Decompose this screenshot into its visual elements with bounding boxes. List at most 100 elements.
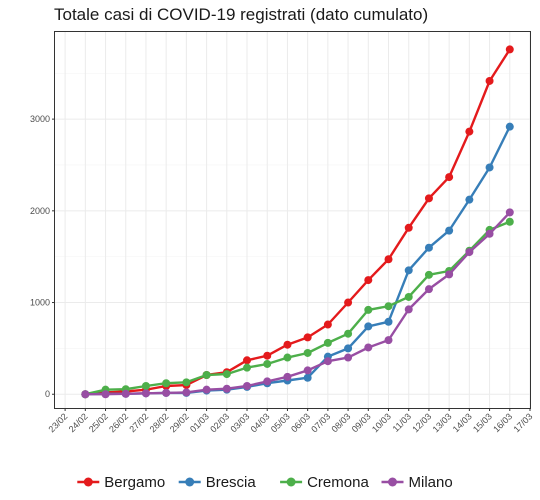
- x-tick-label: 13/03: [431, 411, 454, 434]
- data-point-cremona: [424, 270, 433, 279]
- data-point-milano: [121, 389, 130, 398]
- data-point-brescia: [485, 163, 494, 172]
- data-point-cremona: [303, 348, 312, 357]
- data-point-milano: [222, 384, 231, 393]
- legend-label-bergamo: Bergamo: [104, 474, 165, 491]
- data-point-bergamo: [263, 351, 272, 360]
- data-point-milano: [505, 208, 514, 217]
- x-tick-label: 14/03: [451, 411, 474, 434]
- data-point-milano: [303, 366, 312, 375]
- x-tick-label: 04/03: [249, 411, 272, 434]
- data-point-bergamo: [445, 173, 454, 182]
- data-point-bergamo: [404, 223, 413, 232]
- data-point-milano: [182, 388, 191, 397]
- data-point-brescia: [384, 317, 393, 326]
- data-point-bergamo: [384, 255, 393, 264]
- data-point-milano: [323, 357, 332, 366]
- data-point-milano: [465, 248, 474, 257]
- x-tick-label: 12/03: [410, 411, 433, 434]
- x-tick-label: 15/03: [471, 411, 494, 434]
- data-point-bergamo: [243, 356, 252, 365]
- data-point-brescia: [344, 344, 353, 353]
- x-tick-label: 28/02: [148, 411, 171, 434]
- legend-label-milano: Milano: [409, 474, 453, 491]
- data-point-cremona: [222, 370, 231, 379]
- data-point-cremona: [202, 370, 211, 379]
- data-point-cremona: [182, 378, 191, 387]
- x-tick-label: 05/03: [269, 411, 292, 434]
- x-tick-label: 01/03: [188, 411, 211, 434]
- data-point-milano: [445, 270, 454, 279]
- data-point-milano: [384, 336, 393, 345]
- data-point-cremona: [384, 302, 393, 311]
- x-tick-label: 06/03: [289, 411, 312, 434]
- x-tick-label: 07/03: [309, 411, 332, 434]
- data-point-milano: [364, 343, 373, 352]
- x-tick-label: 11/03: [391, 411, 414, 434]
- x-tick-label: 09/03: [350, 411, 373, 434]
- legend-item-bergamo: Bergamo: [77, 474, 165, 491]
- data-point-cremona: [141, 381, 150, 390]
- data-point-milano: [404, 305, 413, 314]
- legend-key-point-bergamo: [83, 477, 93, 487]
- legend-key-point-brescia: [185, 477, 195, 487]
- legend-item-milano: Milano: [381, 474, 453, 491]
- legend-item-cremona: Cremona: [280, 474, 369, 491]
- chart-title: Totale casi di COVID-19 registrati (dato…: [54, 5, 428, 24]
- data-point-milano: [485, 229, 494, 238]
- data-point-brescia: [424, 243, 433, 252]
- y-tick-label: 3000: [30, 114, 50, 124]
- data-point-cremona: [263, 359, 272, 368]
- data-point-cremona: [323, 338, 332, 347]
- series-milano: [81, 208, 514, 399]
- y-tick-label: 1000: [30, 298, 50, 308]
- series-line-brescia: [85, 126, 511, 396]
- x-tick-label: 02/03: [208, 411, 231, 434]
- plot-panel-border: [54, 31, 531, 409]
- x-tick-label: 10/03: [370, 411, 393, 434]
- data-point-cremona: [162, 379, 171, 388]
- data-point-cremona: [505, 217, 514, 226]
- x-tick-label: 03/03: [228, 411, 251, 434]
- data-point-bergamo: [303, 333, 312, 342]
- data-point-brescia: [445, 226, 454, 235]
- legend-key-point-cremona: [286, 477, 296, 487]
- data-point-bergamo: [424, 194, 433, 203]
- data-point-milano: [344, 353, 353, 362]
- data-point-milano: [243, 381, 252, 390]
- y-tick-label: 2000: [30, 206, 50, 216]
- legend-label-brescia: Brescia: [206, 474, 257, 491]
- data-point-cremona: [364, 305, 373, 314]
- legend: Bergamo Brescia Cremona Milano: [77, 474, 453, 491]
- data-point-milano: [81, 390, 90, 399]
- data-point-bergamo: [485, 76, 494, 85]
- series-line-milano: [85, 211, 511, 396]
- data-point-milano: [162, 388, 171, 397]
- data-point-brescia: [505, 122, 514, 131]
- x-tick-label: 23/02: [47, 411, 70, 434]
- data-point-bergamo: [364, 276, 373, 285]
- data-point-milano: [202, 385, 211, 394]
- data-point-cremona: [404, 292, 413, 301]
- x-tick-label: 24/02: [67, 411, 90, 434]
- data-point-cremona: [283, 353, 292, 362]
- series-line-bergamo: [85, 48, 511, 396]
- x-tick-label: 27/02: [127, 411, 150, 434]
- x-tick-label: 08/03: [329, 411, 352, 434]
- data-point-milano: [141, 389, 150, 398]
- data-point-brescia: [364, 322, 373, 331]
- x-tick-label: 26/02: [107, 411, 130, 434]
- data-point-milano: [283, 372, 292, 381]
- data-point-brescia: [404, 266, 413, 275]
- legend-key-point-milano: [388, 477, 397, 487]
- data-point-cremona: [243, 363, 252, 372]
- series-line-cremona: [85, 220, 511, 396]
- x-tick-label: 17/03: [511, 411, 534, 434]
- series-layer: [81, 45, 514, 399]
- x-tick-label: 25/02: [87, 411, 110, 434]
- y-axis: 0 1000 2000 3000: [30, 114, 55, 399]
- x-tick-label: 29/02: [168, 411, 191, 434]
- data-point-milano: [101, 390, 110, 399]
- data-point-cremona: [344, 329, 353, 338]
